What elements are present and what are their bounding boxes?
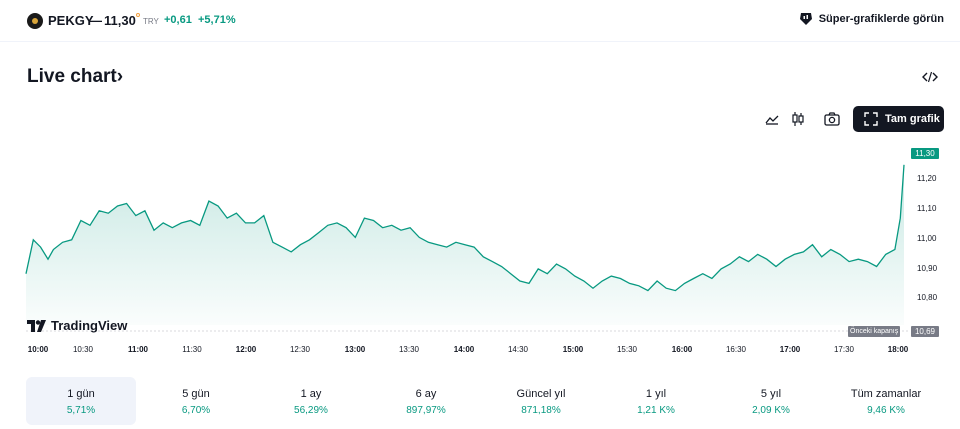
period-1-month[interactable]: 1 ay 56,29% xyxy=(256,377,366,425)
period-value: 1,21 K% xyxy=(637,405,675,416)
y-tick: 10,90 xyxy=(917,264,938,273)
period-value: 5,71% xyxy=(66,405,96,416)
super-charts-icon xyxy=(799,13,812,25)
area-chart-icon[interactable] xyxy=(760,106,784,132)
x-tick: 10:30 xyxy=(72,345,94,354)
x-tick: 13:00 xyxy=(344,345,366,354)
x-tick: 11:30 xyxy=(182,345,202,354)
previous-close-value: 10,69 xyxy=(911,326,939,337)
x-tick: 10:00 xyxy=(27,345,49,354)
x-tick: 11:00 xyxy=(127,345,149,354)
period-label: 1 yıl xyxy=(645,388,667,400)
period-label: 1 ay xyxy=(300,388,322,400)
period-value: 871,18% xyxy=(521,405,561,416)
expand-icon xyxy=(864,112,878,126)
period-value: 2,09 K% xyxy=(752,405,790,416)
price-change-percent: +5,71% xyxy=(198,14,236,26)
period-ytd[interactable]: Güncel yıl 871,18% xyxy=(486,377,596,425)
price-line xyxy=(25,164,905,292)
symbol-ticker[interactable]: PEKGY xyxy=(48,13,94,28)
period-label: 5 gün xyxy=(182,388,210,400)
candlestick-icon[interactable] xyxy=(786,106,810,132)
currency-label: TRY xyxy=(143,17,159,26)
period-label: Tüm zamanlar xyxy=(850,388,922,400)
embed-code-icon[interactable] xyxy=(922,70,938,84)
camera-icon[interactable] xyxy=(820,106,844,132)
symbol-header: PEKGY — 11,30 TRY +0,61 +5,71% Süper-gra… xyxy=(0,0,960,42)
previous-close-label: Önceki kapanış xyxy=(848,326,901,337)
x-tick: 14:00 xyxy=(453,345,475,354)
x-tick: 17:30 xyxy=(833,345,855,354)
super-charts-link[interactable]: Süper-grafiklerde görün xyxy=(799,12,944,26)
company-logo xyxy=(27,13,43,29)
period-label: Güncel yıl xyxy=(516,388,566,400)
super-charts-label: Süper-grafiklerde görün xyxy=(818,13,944,25)
chart-style-toggle xyxy=(760,106,810,132)
separator-dash: — xyxy=(89,13,102,28)
performance-periods: 1 gün 5,71% 5 gün 6,70% 1 ay 56,29% 6 ay… xyxy=(26,377,946,425)
fullscreen-label: Tam grafik xyxy=(885,113,940,125)
period-value: 897,97% xyxy=(406,405,446,416)
live-chart-title[interactable]: Live chart› xyxy=(27,66,124,87)
y-tick: 10,80 xyxy=(917,293,938,302)
last-price-tag: 11,30 xyxy=(911,148,939,159)
period-label: 1 gün xyxy=(67,388,95,400)
x-tick: 13:30 xyxy=(398,345,420,354)
period-1-day[interactable]: 1 gün 5,71% xyxy=(26,377,136,425)
x-tick: 16:30 xyxy=(725,345,747,354)
y-tick: 11,00 xyxy=(917,234,937,243)
period-all-time[interactable]: Tüm zamanlar 9,46 K% xyxy=(831,377,941,425)
tradingview-label: TradingView xyxy=(51,318,128,333)
x-tick: 17:00 xyxy=(779,345,801,354)
fullscreen-chart-button[interactable]: Tam grafik xyxy=(853,106,944,132)
price-chart[interactable] xyxy=(0,140,960,360)
last-price: 11,30 xyxy=(104,13,136,28)
period-label: 5 yıl xyxy=(760,388,782,400)
y-tick: 11,20 xyxy=(917,174,937,183)
period-value: 6,70% xyxy=(181,405,211,416)
x-tick: 14:30 xyxy=(507,345,529,354)
x-tick: 16:00 xyxy=(671,345,693,354)
x-tick: 15:00 xyxy=(562,345,584,354)
y-tick: 11,10 xyxy=(917,204,937,213)
period-label: 6 ay xyxy=(415,388,437,400)
period-5-days[interactable]: 5 gün 6,70% xyxy=(141,377,251,425)
period-5-years[interactable]: 5 yıl 2,09 K% xyxy=(716,377,826,425)
price-change: +0,61 xyxy=(164,14,192,26)
period-value: 9,46 K% xyxy=(867,405,905,416)
x-tick: 12:00 xyxy=(235,345,257,354)
period-value: 56,29% xyxy=(294,405,328,416)
x-tick: 18:00 xyxy=(887,345,909,354)
x-tick: 15:30 xyxy=(616,345,638,354)
period-1-year[interactable]: 1 yıl 1,21 K% xyxy=(601,377,711,425)
tradingview-icon xyxy=(27,319,46,332)
market-status-icon xyxy=(136,13,140,17)
x-tick: 12:30 xyxy=(289,345,311,354)
tradingview-logo[interactable]: TradingView xyxy=(27,318,127,333)
period-6-months[interactable]: 6 ay 897,97% xyxy=(371,377,481,425)
